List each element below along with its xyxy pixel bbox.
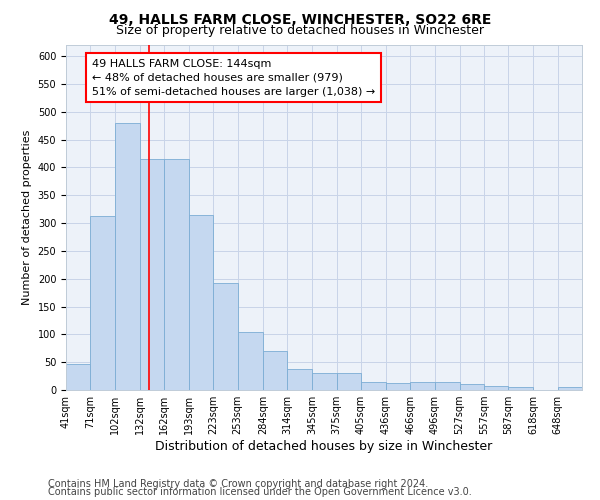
Bar [557, 387, 582, 390]
X-axis label: Distribution of detached houses by size in Winchester: Distribution of detached houses by size … [155, 440, 493, 453]
Text: Contains HM Land Registry data © Crown copyright and database right 2024.: Contains HM Land Registry data © Crown c… [48, 479, 428, 489]
Bar [189, 214, 214, 390]
Text: Contains public sector information licensed under the Open Government Licence v3: Contains public sector information licen… [48, 487, 472, 497]
Bar [410, 382, 434, 390]
Bar [386, 384, 410, 390]
Bar [115, 123, 140, 390]
Bar [164, 159, 189, 390]
Bar [484, 386, 508, 390]
Bar [214, 283, 238, 390]
Bar [337, 374, 361, 390]
Text: 49 HALLS FARM CLOSE: 144sqm
← 48% of detached houses are smaller (979)
51% of se: 49 HALLS FARM CLOSE: 144sqm ← 48% of det… [92, 59, 375, 97]
Bar [508, 387, 533, 390]
Bar [91, 216, 115, 390]
Bar [263, 351, 287, 390]
Text: Size of property relative to detached houses in Winchester: Size of property relative to detached ho… [116, 24, 484, 37]
Y-axis label: Number of detached properties: Number of detached properties [22, 130, 32, 305]
Bar [66, 364, 91, 390]
Text: 49, HALLS FARM CLOSE, WINCHESTER, SO22 6RE: 49, HALLS FARM CLOSE, WINCHESTER, SO22 6… [109, 12, 491, 26]
Bar [287, 370, 312, 390]
Bar [460, 384, 484, 390]
Bar [361, 382, 386, 390]
Bar [238, 332, 263, 390]
Bar [140, 159, 164, 390]
Bar [312, 374, 337, 390]
Bar [434, 382, 460, 390]
